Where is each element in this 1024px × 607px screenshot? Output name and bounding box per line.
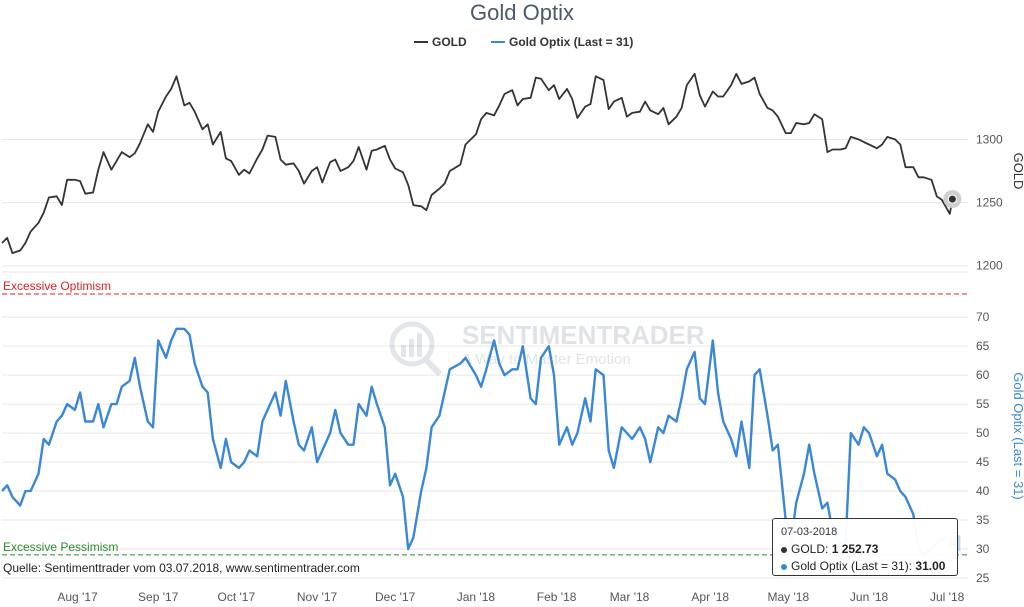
x-tick-label: Nov '17 [297, 590, 338, 604]
annotations: Excessive Optimism Excessive Pessimism [2, 279, 968, 556]
tooltip-gold-value: 1 252.73 [831, 542, 879, 556]
x-tick-label: Oct '17 [218, 590, 256, 604]
y-tick-label: 55 [976, 397, 990, 411]
markers [943, 190, 962, 552]
series-line [1, 327, 954, 556]
series-line [1, 72, 954, 254]
y-tick-label: 25 [976, 571, 990, 585]
tooltip-row-optix: Gold Optix (Last = 31): 31.00 [781, 558, 949, 575]
y-tick-label: 1300 [976, 132, 1003, 146]
y-tick-label: 50 [976, 426, 990, 440]
x-tick-label: Feb '18 [537, 590, 577, 604]
tooltip-row-gold: GOLD: 1 252.73 [781, 541, 949, 558]
tooltip-dot-optix-icon [781, 563, 787, 570]
watermark-name: SENTIMENTRADER [462, 320, 705, 350]
tooltip-optix-value: 31.00 [915, 559, 946, 573]
y-tick-label: 45 [976, 455, 990, 469]
tooltip-dot-gold-icon [781, 546, 787, 553]
x-tick-label: Aug '17 [57, 590, 98, 604]
y-tick-label: 1250 [976, 196, 1003, 210]
y-tick-label: 60 [976, 368, 990, 382]
y-tick-label: 1200 [976, 259, 1003, 273]
x-tick-label: Mar '18 [610, 590, 650, 604]
watermark-bar [417, 333, 422, 357]
y-tick-label: 30 [976, 542, 990, 556]
y-tick-label: 40 [976, 484, 990, 498]
x-tick-label: Dec '17 [375, 590, 416, 604]
tooltip-gold-label: GOLD: [791, 542, 829, 556]
watermark-handle [423, 357, 443, 377]
tooltip-date: 07-03-2018 [781, 526, 838, 538]
x-tick-label: Sep '17 [138, 590, 179, 604]
threshold-label: Excessive Pessimism [3, 540, 118, 554]
watermark-bar [409, 339, 414, 357]
watermark-logo-icon [389, 321, 435, 367]
x-tick-label: Jan '18 [457, 590, 496, 604]
series [1, 72, 954, 556]
source-note: Quelle: Sentimenttrader vom 03.07.2018, … [3, 561, 360, 575]
y-tick-label: 35 [976, 513, 990, 527]
chart-title: Gold Optix [470, 0, 574, 25]
tooltip-optix-label: Gold Optix (Last = 31): [791, 559, 913, 573]
x-tick-label: Jul '18 [930, 590, 965, 604]
watermark-bar [401, 345, 406, 357]
legend-label-optix[interactable]: Gold Optix (Last = 31) [509, 35, 633, 49]
legend[interactable]: GOLD Gold Optix (Last = 31) [414, 35, 633, 49]
y-tick-label: 65 [976, 339, 990, 353]
threshold-label: Excessive Optimism [3, 279, 111, 293]
axes: 1200 1250 1300 GOLD 25 30 35 40 45 50 55 60 65 70 Gold… [57, 132, 1024, 604]
y-tick-label: 70 [976, 310, 990, 324]
x-tick-label: May '18 [768, 590, 810, 604]
data-point[interactable] [947, 194, 957, 204]
y-axis-title: Gold Optix (Last = 31) [1011, 372, 1024, 500]
x-tick-label: Apr '18 [691, 590, 729, 604]
y-axis-title: GOLD [1011, 153, 1024, 190]
watermark: SENTIMENTRADER A Way to Master Emotion [389, 320, 705, 377]
watermark-tagline: A Way to Master Emotion [462, 351, 631, 368]
legend-label-gold[interactable]: GOLD [432, 35, 467, 49]
hover-tooltip: 07-03-2018 GOLD: 1 252.73 Gold Optix (La… [772, 518, 958, 576]
x-tick-label: Jun '18 [850, 590, 889, 604]
